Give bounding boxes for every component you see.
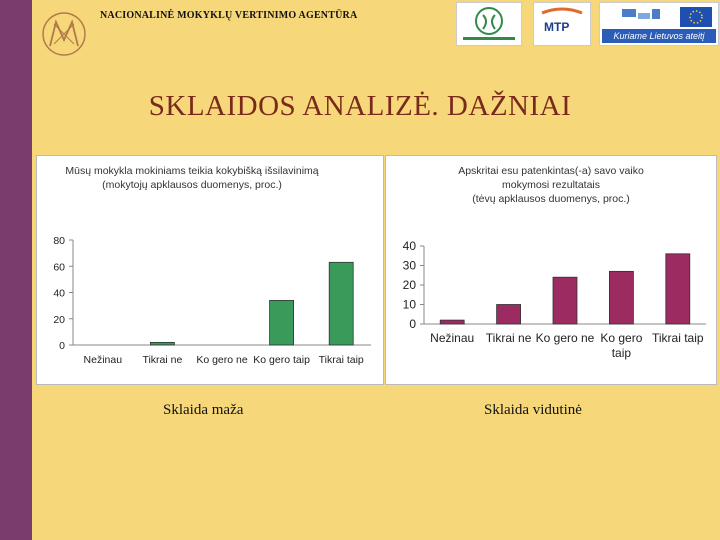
- chart-title-line: Mūsų mokykla mokiniams teikia kokybišką …: [65, 165, 319, 177]
- y-tick-label: 0: [59, 340, 65, 352]
- side-bar: [0, 0, 32, 540]
- slide-title: SKLAIDOS ANALIZĖ. DAŽNIAI: [148, 90, 572, 122]
- x-tick-label: Nežinau: [430, 331, 474, 345]
- chart-subtitle-2: (tėvų apklausos duomenys, proc.): [472, 193, 630, 205]
- bar: [665, 253, 691, 325]
- x-tick-label: Ko gero: [600, 331, 642, 345]
- chart-subtitle: (mokytojų apklausos duomenys, proc.): [102, 179, 282, 191]
- y-tick-label: 40: [403, 239, 417, 253]
- bar: [328, 261, 354, 346]
- y-tick-label: 60: [53, 261, 65, 273]
- caption-left: Sklaida maža: [163, 402, 244, 418]
- chart-title: Mūsų mokykla mokiniams teikia kokybišką …: [47, 164, 337, 192]
- y-tick-label: 20: [403, 278, 417, 292]
- mtp-logo: MTP: [533, 2, 591, 46]
- chart-panel-parents: Apskritai esu patenkintas(-a) savo vaiko…: [385, 155, 717, 385]
- chart-title: Apskritai esu patenkintas(-a) savo vaiko…: [416, 164, 686, 206]
- chart-panel-teachers: Mūsų mokykla mokiniams teikia kokybišką …: [36, 155, 384, 385]
- x-tick-label: taip: [612, 346, 632, 360]
- partner-logo: [456, 2, 522, 46]
- eu-logo-group: Kuriame Lietuvos ateitį: [599, 2, 719, 46]
- y-tick-label: 20: [53, 314, 65, 326]
- y-tick-label: 40: [53, 288, 65, 300]
- y-tick-label: 10: [403, 298, 417, 312]
- y-tick-label: 30: [403, 259, 417, 273]
- bar: [150, 341, 175, 346]
- agency-name: NACIONALINĖ MOKYKLŲ VERTINIMO AGENTŪRA: [100, 10, 358, 21]
- x-tick-label: Tikrai taip: [652, 331, 704, 345]
- bar: [269, 299, 295, 346]
- x-tick-label: Ko gero ne: [536, 331, 595, 345]
- caption-right: Sklaida vidutinė: [484, 402, 582, 418]
- x-tick-label: Nežinau: [84, 354, 123, 366]
- chart-title-line: Apskritai esu patenkintas(-a) savo vaiko: [458, 165, 644, 177]
- chart-subtitle: mokymosi rezultatais: [501, 179, 601, 191]
- bar: [496, 304, 521, 325]
- nmva-logo-icon: [42, 12, 86, 56]
- x-tick-label: Ko gero taip: [253, 354, 310, 366]
- bar: [608, 270, 634, 325]
- y-tick-label: 80: [53, 235, 65, 247]
- y-tick-label: 0: [409, 317, 416, 331]
- bar: [439, 319, 465, 325]
- x-tick-label: Ko gero ne: [196, 354, 248, 366]
- bar: [552, 276, 578, 325]
- bar-chart-parents: 0 10 20 30 40 Nežinau Tikrai ne Ko gero ne Ko ge…: [403, 239, 706, 360]
- x-tick-label: Tikrai taip: [319, 354, 364, 366]
- slogan: Kuriame Lietuvos ateitį: [602, 29, 716, 43]
- bar-chart-teachers: 0 20 40 60 80 Nežinau Tikrai ne Ko gero ne Ko ge…: [53, 235, 371, 366]
- x-tick-label: Tikrai ne: [486, 331, 532, 345]
- x-tick-label: Tikrai ne: [142, 354, 182, 366]
- mtp-label: MTP: [544, 20, 569, 34]
